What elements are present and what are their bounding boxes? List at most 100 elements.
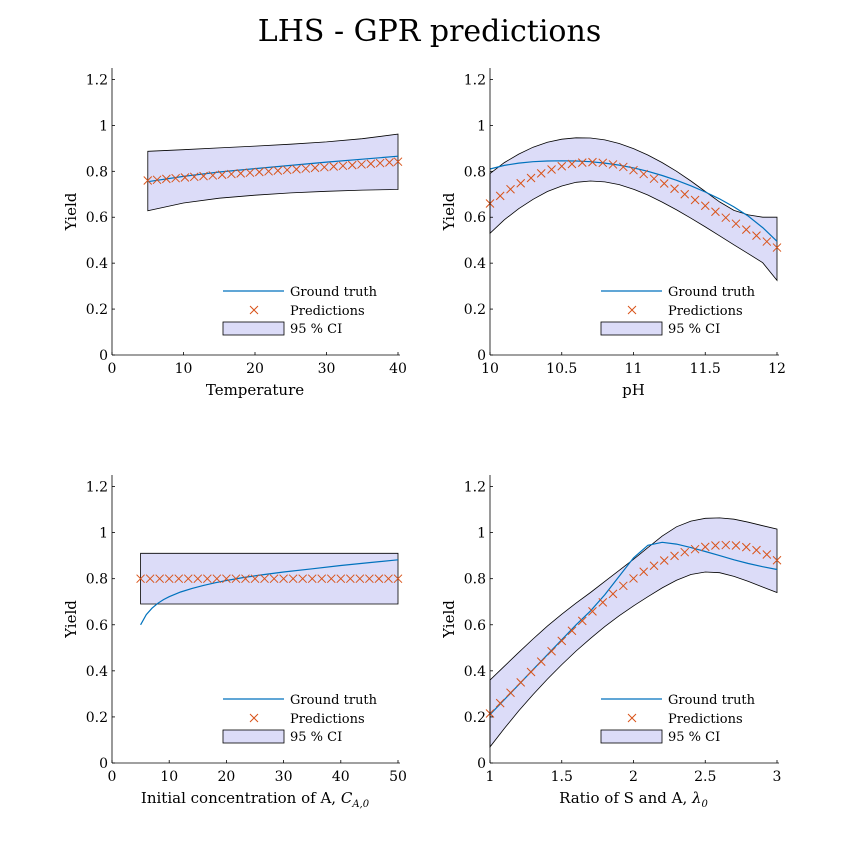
prediction-point — [547, 646, 556, 656]
prediction-point — [495, 191, 505, 201]
legend-predictions: Predictions — [668, 712, 743, 727]
prediction-point — [731, 541, 741, 550]
x-tick-label: 10 — [160, 769, 178, 785]
prediction-point — [310, 163, 320, 173]
x-axis-label-text: Initial concentration of A, — [141, 789, 341, 807]
prediction-point — [171, 173, 180, 183]
prediction-point — [307, 574, 317, 584]
prediction-point — [384, 574, 393, 584]
y-tick-label: 1 — [477, 118, 486, 134]
prediction-point — [526, 173, 536, 183]
y-axis-label: Yield — [62, 192, 80, 231]
ground-truth-line — [489, 160, 778, 242]
prediction-point — [670, 184, 679, 194]
prediction-point — [618, 581, 628, 591]
x-tick-label: 40 — [389, 361, 407, 377]
ci-band — [489, 517, 778, 749]
prediction-point — [700, 542, 710, 552]
prediction-point — [236, 169, 246, 178]
prediction-point — [273, 166, 283, 175]
y-tick-label: 0.2 — [464, 302, 486, 318]
legend-predictions: Predictions — [290, 712, 365, 727]
legend-ci-swatch — [600, 729, 663, 744]
legend: Ground truth Predictions 95 % CI — [222, 285, 378, 337]
x-tick-label: 12 — [768, 361, 786, 377]
legend-predictions: Predictions — [290, 304, 365, 319]
prediction-point — [355, 574, 365, 584]
prediction-point — [516, 678, 526, 687]
y-tick-label: 0.8 — [464, 164, 486, 180]
prediction-markers — [136, 574, 403, 584]
prediction-point — [659, 556, 669, 565]
prediction-point — [241, 574, 250, 584]
y-tick-label: 1 — [99, 118, 108, 134]
prediction-point — [212, 574, 222, 584]
legend-ci: 95 % CI — [290, 322, 342, 337]
prediction-point — [567, 159, 577, 169]
ci-band — [489, 137, 778, 282]
legend-ground-truth: Ground truth — [668, 693, 756, 708]
prediction-point — [264, 166, 273, 176]
prediction-point — [164, 574, 174, 584]
x-axis-label: Ratio of S and A, λ0 — [559, 789, 708, 810]
legend-ci-swatch — [222, 729, 285, 744]
x-tick-label: 20 — [217, 769, 235, 785]
subplot-4: 1 1.5 2 2.5 3 0 0.2 0.4 0.6 0.8 1 1.2 Ratio of S and… — [440, 475, 781, 810]
y-tick-label: 1.2 — [464, 72, 486, 88]
prediction-markers — [485, 540, 782, 718]
subplot-1: 0 10 20 30 40 0 0.2 0.4 0.6 0.8 1 1.2 Temperature Yie… — [62, 68, 407, 399]
prediction-point — [557, 161, 567, 171]
prediction-point — [680, 547, 690, 557]
y-tick-label: 0.2 — [86, 710, 108, 726]
prediction-point — [338, 161, 348, 171]
prediction-point — [155, 574, 165, 584]
prediction-point — [700, 201, 710, 211]
prediction-point — [536, 657, 546, 666]
x-axis-label-subscript: A,0 — [351, 799, 369, 810]
legend-marker-swatch — [249, 305, 259, 315]
ground-truth-line — [140, 559, 399, 626]
prediction-point — [326, 574, 336, 584]
prediction-point — [506, 184, 515, 194]
x-axis-label-text: pH — [622, 381, 645, 399]
prediction-point — [649, 561, 659, 571]
x-tick-label: 11 — [625, 361, 643, 377]
prediction-point — [357, 160, 366, 169]
x-axis-label: pH — [622, 381, 645, 399]
prediction-point — [292, 164, 301, 174]
prediction-point — [161, 174, 171, 184]
prediction-point — [506, 688, 515, 698]
prediction-point — [588, 157, 597, 167]
x-tick-label: 3 — [773, 769, 782, 785]
y-tick-label: 1 — [99, 526, 108, 542]
x-tick-label: 11.5 — [690, 361, 721, 377]
y-tick-label: 0.8 — [464, 572, 486, 588]
prediction-point — [711, 207, 720, 217]
prediction-point — [608, 589, 618, 599]
prediction-point — [762, 237, 772, 246]
prediction-point — [731, 219, 741, 229]
prediction-point — [227, 169, 236, 179]
prediction-point — [690, 544, 700, 554]
prediction-markers — [143, 157, 403, 185]
prediction-point — [254, 167, 264, 177]
x-tick-label: 1.5 — [551, 769, 573, 785]
x-tick-label: 10 — [175, 361, 193, 377]
prediction-point — [231, 574, 241, 584]
prediction-point — [598, 598, 608, 607]
legend-ground-truth: Ground truth — [668, 285, 756, 300]
y-tick-label: 0 — [477, 348, 486, 364]
prediction-point — [298, 574, 308, 584]
x-tick-label: 40 — [332, 769, 350, 785]
x-tick-label: 10 — [481, 361, 499, 377]
y-tick-label: 0.6 — [86, 618, 108, 634]
prediction-point — [639, 169, 649, 179]
prediction-point — [393, 574, 403, 584]
legend-ground-truth: Ground truth — [290, 693, 378, 708]
prediction-point — [202, 574, 212, 584]
ci-band — [147, 133, 399, 212]
prediction-point — [183, 574, 193, 584]
prediction-point — [536, 169, 546, 178]
